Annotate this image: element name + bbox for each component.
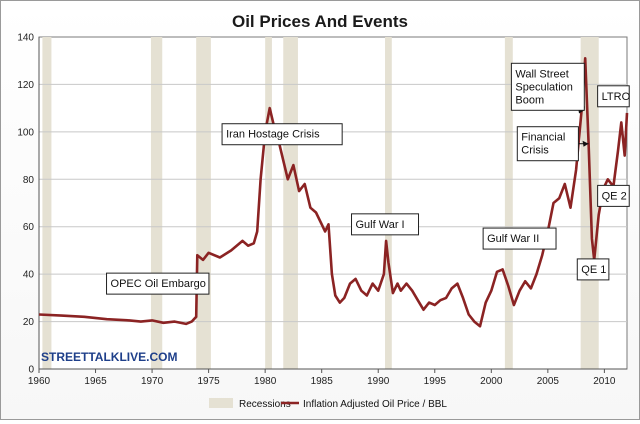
x-tick-label: 1965 bbox=[84, 376, 107, 387]
annotation-label: LTRO bbox=[602, 91, 631, 103]
x-tick-label: 1975 bbox=[197, 376, 220, 387]
legend: Recessions Inflation Adjusted Oil Price /… bbox=[209, 398, 447, 410]
y-tick-label: 120 bbox=[17, 80, 34, 91]
recession-band bbox=[196, 37, 211, 369]
recession-band bbox=[283, 37, 298, 369]
x-tick-label: 2010 bbox=[593, 376, 616, 387]
annotation-label: Iran Hostage Crisis bbox=[226, 129, 320, 141]
recession-band bbox=[385, 37, 392, 369]
annotation-callout: Gulf War II bbox=[483, 228, 556, 249]
watermark-text: STREETTALKLIVE.COM bbox=[41, 350, 177, 364]
annotation-callout: Gulf War I bbox=[352, 214, 419, 235]
annotation-label: Speculation bbox=[515, 81, 573, 93]
y-tick-label: 100 bbox=[17, 127, 34, 138]
legend-label-oil-price: Inflation Adjusted Oil Price / BBL bbox=[303, 399, 447, 410]
x-tick-label: 1990 bbox=[367, 376, 390, 387]
y-tick-label: 80 bbox=[23, 175, 35, 186]
recession-band bbox=[42, 37, 51, 369]
annotation-label: OPEC Oil Embargo bbox=[111, 278, 206, 290]
x-tick-label: 1970 bbox=[141, 376, 164, 387]
annotation-callout: QE 2 bbox=[598, 185, 630, 206]
x-tick-label: 1980 bbox=[254, 376, 277, 387]
y-tick-label: 60 bbox=[23, 222, 35, 233]
x-tick-label: 2000 bbox=[480, 376, 503, 387]
x-tick-label: 1960 bbox=[28, 376, 51, 387]
legend-label-recessions: Recessions bbox=[239, 399, 291, 410]
y-tick-label: 0 bbox=[28, 365, 34, 376]
annotation-label: Financial bbox=[521, 132, 565, 144]
annotation-callout: LTRO bbox=[598, 86, 631, 107]
annotation-label: Crisis bbox=[521, 145, 549, 157]
x-tick-label: 1995 bbox=[424, 376, 447, 387]
x-tick-label: 1985 bbox=[311, 376, 334, 387]
annotation-callout: Iran Hostage Crisis bbox=[222, 124, 342, 145]
chart-title: Oil Prices And Events bbox=[232, 12, 408, 31]
recession-band bbox=[265, 37, 272, 369]
annotation-callout: OPEC Oil Embargo bbox=[107, 273, 209, 294]
annotation-callout: QE 1 bbox=[577, 259, 609, 280]
x-tick-label: 2005 bbox=[537, 376, 560, 387]
y-tick-label: 40 bbox=[23, 270, 35, 281]
annotation-label: Gulf War I bbox=[356, 219, 405, 231]
annotation-label: QE 2 bbox=[602, 190, 627, 202]
legend-swatch-recessions bbox=[209, 398, 233, 408]
y-tick-label: 140 bbox=[17, 33, 34, 44]
annotation-label: Wall Street bbox=[515, 68, 568, 80]
annotation-label: Gulf War II bbox=[487, 233, 539, 245]
y-tick-label: 20 bbox=[23, 317, 35, 328]
annotation-label: Boom bbox=[515, 94, 544, 106]
annotation-label: QE 1 bbox=[581, 264, 606, 276]
